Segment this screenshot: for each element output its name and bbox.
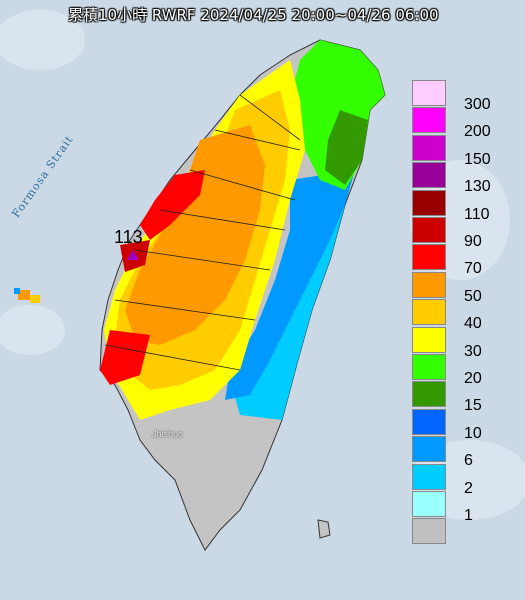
legend-swatch — [412, 326, 446, 353]
legend-label: 2 — [464, 479, 473, 497]
legend-swatch — [412, 491, 446, 517]
rain-band-orange — [125, 125, 265, 345]
map-title: 累積10小時 RWRF 2024/04/25 20:00~04/26 06:00 — [68, 6, 439, 24]
legend-label: 200 — [464, 123, 491, 141]
legend-label: 110 — [464, 205, 490, 223]
legend-swatch — [412, 299, 446, 326]
rain-band-red-south — [100, 330, 150, 385]
legend-label: 10 — [464, 424, 482, 442]
legend-swatch — [412, 107, 446, 134]
legend-label: 30 — [464, 342, 482, 360]
offshore-cells — [14, 288, 40, 303]
legend-swatch — [412, 162, 446, 189]
rain-band-blue — [225, 170, 355, 400]
rain-band-darkgreen — [325, 110, 368, 185]
legend-swatch — [412, 217, 446, 243]
legend-label: 150 — [464, 150, 491, 168]
legend-swatch — [412, 518, 446, 545]
legend-label: 50 — [464, 287, 482, 305]
legend-swatch — [412, 134, 446, 161]
legend-swatch — [412, 354, 446, 380]
legend-swatch — [412, 271, 446, 298]
legend-swatch — [412, 80, 446, 106]
green-island — [317, 519, 331, 539]
legend-label: 90 — [464, 233, 482, 250]
legend-swatch — [412, 408, 446, 435]
legend-label: 300 — [464, 96, 491, 113]
legend-label: 6 — [464, 452, 473, 470]
max-marker-icon — [127, 250, 139, 260]
legend-swatch — [412, 244, 446, 271]
legend-label: 20 — [464, 370, 482, 387]
county-boundaries — [104, 94, 301, 371]
legend-swatch — [412, 436, 446, 463]
legend-swatch — [412, 189, 446, 216]
legend-swatch — [412, 463, 446, 490]
rain-band-red-north — [140, 170, 205, 240]
place-label: Jhishuo — [152, 429, 184, 439]
legend-label: 15 — [464, 397, 482, 415]
legend-label: 1 — [464, 507, 473, 524]
legend-label: 130 — [464, 178, 491, 196]
legend-label: 70 — [464, 260, 482, 278]
max-value-label: 113 — [114, 227, 143, 247]
legend-swatch — [412, 381, 446, 408]
legend-label: 40 — [464, 315, 482, 333]
